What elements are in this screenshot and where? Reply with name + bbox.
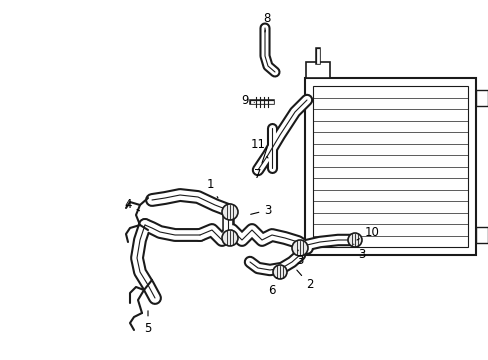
Bar [305,78,475,255]
Text: 7: 7 [254,148,266,181]
Text: 4: 4 [124,198,139,211]
Text: 11: 11 [250,139,267,158]
Circle shape [272,265,286,279]
Text: 2: 2 [296,270,313,292]
Text: 9: 9 [241,94,254,107]
Bar [475,90,487,106]
Text: 3: 3 [296,250,303,266]
Bar [475,227,487,243]
Circle shape [222,204,238,220]
Bar [312,86,467,247]
Circle shape [291,240,307,256]
Text: 3: 3 [353,244,365,261]
Bar [305,62,329,78]
Text: 10: 10 [356,225,379,240]
Text: 1: 1 [206,179,218,198]
Circle shape [347,233,361,247]
Text: 8: 8 [263,12,270,32]
Circle shape [222,230,238,246]
Text: 3: 3 [250,203,271,216]
Text: 5: 5 [144,311,151,334]
Text: 6: 6 [268,278,276,297]
